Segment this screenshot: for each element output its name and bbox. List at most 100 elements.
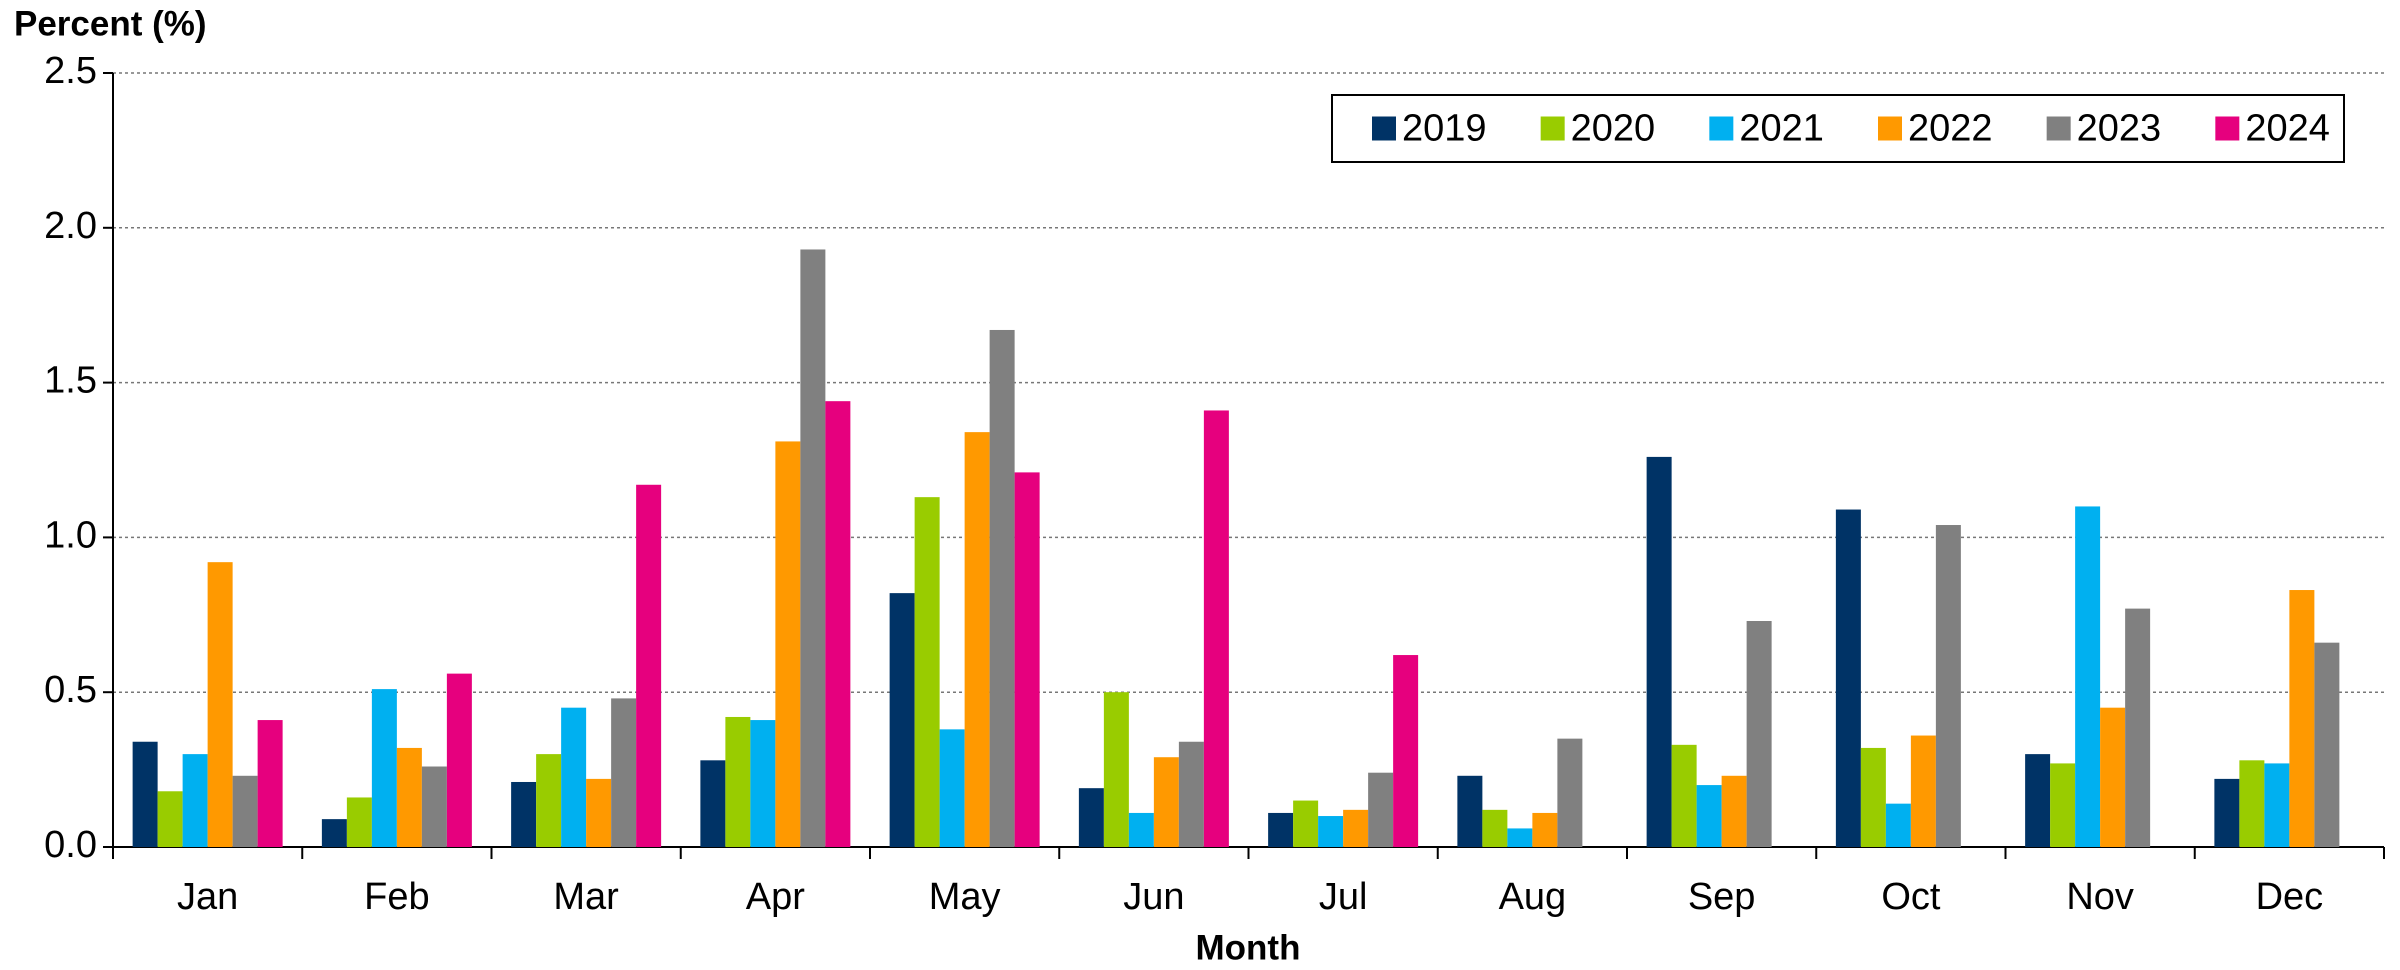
legend-swatch xyxy=(2215,116,2240,141)
bar xyxy=(421,766,447,847)
bar xyxy=(1343,809,1369,847)
bar xyxy=(1532,812,1558,847)
y-tick-label: 2.5 xyxy=(44,50,97,92)
bar xyxy=(1835,509,1861,847)
x-tick-label: Apr xyxy=(746,876,805,918)
bar xyxy=(446,673,472,847)
bar xyxy=(825,401,851,847)
x-tick-label: Nov xyxy=(2066,876,2134,918)
bar xyxy=(371,689,397,847)
bar xyxy=(889,593,915,847)
x-tick-label: Mar xyxy=(553,876,619,918)
bar xyxy=(1935,525,1961,847)
bar xyxy=(1457,775,1483,847)
bar xyxy=(1393,655,1419,847)
bar xyxy=(1646,456,1672,847)
bar xyxy=(1103,692,1129,847)
bar xyxy=(1910,735,1936,847)
bar xyxy=(2239,760,2265,847)
y-tick-label: 0.0 xyxy=(44,824,97,866)
bar xyxy=(2289,590,2315,847)
legend-label: 2024 xyxy=(2245,108,2330,150)
bar xyxy=(1014,472,1040,847)
bar xyxy=(1482,809,1508,847)
bar xyxy=(1746,620,1772,847)
bar xyxy=(586,778,612,847)
y-tick-label: 1.0 xyxy=(44,514,97,556)
bar xyxy=(1153,757,1179,847)
y-tick-label: 1.5 xyxy=(44,360,97,402)
bar xyxy=(914,497,940,847)
legend-swatch xyxy=(2046,116,2071,141)
bar xyxy=(989,329,1015,847)
x-tick-label: Feb xyxy=(364,876,429,918)
bar xyxy=(775,441,801,847)
bar xyxy=(1178,741,1204,847)
legend-label: 2021 xyxy=(1739,108,1824,150)
bar xyxy=(1885,803,1911,847)
bar xyxy=(561,707,587,847)
y-tick-label: 0.5 xyxy=(44,669,97,711)
bar xyxy=(536,754,562,847)
bar xyxy=(511,781,537,847)
bar xyxy=(2100,707,2126,847)
bar xyxy=(750,720,776,847)
x-tick-label: Dec xyxy=(2256,876,2324,918)
bar xyxy=(207,562,233,847)
bar xyxy=(232,775,258,847)
bar xyxy=(1128,812,1154,847)
x-tick-label: Sep xyxy=(1688,876,1756,918)
bar xyxy=(346,797,372,847)
legend-label: 2020 xyxy=(1571,108,1656,150)
bar xyxy=(1078,788,1104,847)
bar xyxy=(1368,772,1394,847)
bar xyxy=(939,729,965,847)
bar xyxy=(1721,775,1747,847)
y-axis-title: Percent (%) xyxy=(14,4,207,43)
bar xyxy=(2264,763,2290,847)
x-tick-label: Aug xyxy=(1499,876,1567,918)
bar xyxy=(1268,812,1294,847)
bar xyxy=(1318,816,1344,847)
bar xyxy=(132,741,158,847)
x-tick-label: Jun xyxy=(1123,876,1184,918)
bar xyxy=(396,747,422,847)
x-axis-title: Month xyxy=(1196,928,1301,967)
bar xyxy=(1696,785,1722,847)
bar xyxy=(1860,747,1886,847)
bar xyxy=(1507,828,1533,847)
bar xyxy=(1557,738,1583,847)
bar xyxy=(2075,506,2101,847)
bar xyxy=(1671,744,1697,847)
legend-swatch xyxy=(1878,116,1902,141)
legend-swatch xyxy=(1540,116,1565,141)
legend-label: 2022 xyxy=(1908,108,1993,150)
bar xyxy=(1203,410,1229,847)
bar xyxy=(257,720,283,847)
bar xyxy=(700,760,726,847)
legend-label: 2023 xyxy=(2077,108,2162,150)
bar xyxy=(964,432,990,847)
legend-label: 2019 xyxy=(1402,108,1487,150)
bar xyxy=(800,249,826,848)
bar xyxy=(636,484,662,847)
x-tick-label: Jan xyxy=(177,876,238,918)
bar xyxy=(2214,778,2240,847)
x-tick-label: Oct xyxy=(1881,876,1941,918)
x-tick-label: May xyxy=(929,876,1001,918)
bar xyxy=(182,754,208,847)
legend-swatch xyxy=(1709,116,1734,141)
legend-swatch xyxy=(1372,116,1396,141)
bar xyxy=(2314,642,2340,847)
bar xyxy=(2050,763,2076,847)
bar xyxy=(611,698,637,847)
y-tick-label: 2.0 xyxy=(44,205,97,247)
bar xyxy=(321,819,347,847)
bar xyxy=(1293,800,1319,847)
x-tick-label: Jul xyxy=(1319,876,1368,918)
bar xyxy=(725,716,751,847)
bar xyxy=(2125,608,2151,847)
bar xyxy=(157,791,183,847)
legend-box xyxy=(1331,94,2345,163)
